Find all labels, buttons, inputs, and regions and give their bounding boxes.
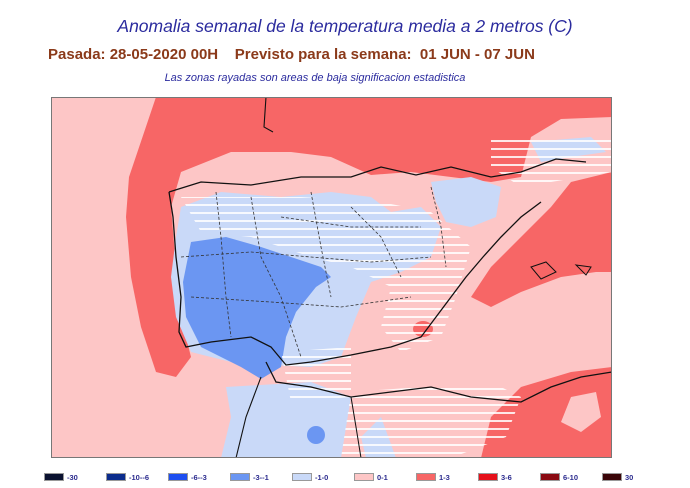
legend-swatch: [292, 473, 312, 481]
legend-item: -6--3: [168, 472, 207, 482]
legend-swatch: [354, 473, 374, 481]
forecast-period: Pasada: 28-05-2020 00H Previsto para la …: [48, 46, 535, 63]
legend-swatch: [540, 473, 560, 481]
legend-item: -10--6: [106, 472, 149, 482]
color-legend: -30 -10--6 -6--3 -3--1 -1-0 0-1 1-3 3-6 …: [0, 472, 690, 484]
legend-item: 0-1: [354, 472, 388, 482]
legend-swatch: [168, 473, 188, 481]
legend-swatch: [602, 473, 622, 481]
legend-item: 30: [602, 472, 633, 482]
legend-item: -1-0: [292, 472, 328, 482]
legend-item: -30: [44, 472, 78, 482]
hatching-note: Las zonas rayadas son areas de baja sign…: [164, 72, 466, 84]
legend-item: 1-3: [416, 472, 450, 482]
legend-item: 6-10: [540, 472, 578, 482]
legend-swatch: [230, 473, 250, 481]
legend-swatch: [478, 473, 498, 481]
legend-item: 3-6: [478, 472, 512, 482]
legend-swatch: [44, 473, 64, 481]
map-title: Anomalia semanal de la temperatura media…: [117, 16, 573, 36]
legend-swatch: [106, 473, 126, 481]
legend-swatch: [416, 473, 436, 481]
anomaly-map: [51, 97, 612, 458]
legend-item: -3--1: [230, 472, 269, 482]
